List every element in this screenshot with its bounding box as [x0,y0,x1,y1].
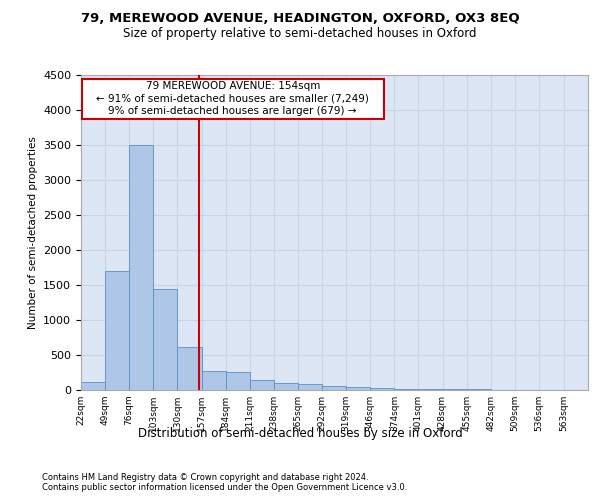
Bar [105,271,129,390]
Bar [226,372,250,390]
Bar [298,384,322,390]
Bar [346,387,370,390]
Bar [81,382,105,390]
Text: 79, MEREWOOD AVENUE, HEADINGTON, OXFORD, OX3 8EQ: 79, MEREWOOD AVENUE, HEADINGTON, OXFORD,… [80,12,520,26]
Bar [274,383,298,390]
Bar [322,386,346,390]
Text: Distribution of semi-detached houses by size in Oxford: Distribution of semi-detached houses by … [137,428,463,440]
Text: Contains HM Land Registry data © Crown copyright and database right 2024.: Contains HM Land Registry data © Crown c… [42,472,368,482]
Y-axis label: Number of semi-detached properties: Number of semi-detached properties [28,136,38,329]
Bar [250,380,274,390]
Bar [418,389,443,390]
Text: ← 91% of semi-detached houses are smaller (7,249): ← 91% of semi-detached houses are smalle… [97,94,369,104]
Text: Contains public sector information licensed under the Open Government Licence v3: Contains public sector information licen… [42,482,407,492]
Text: Size of property relative to semi-detached houses in Oxford: Size of property relative to semi-detach… [123,28,477,40]
Bar [178,346,202,390]
Bar [202,371,226,390]
Bar [154,288,178,390]
Bar [394,388,418,390]
Bar [370,388,394,390]
Text: 79 MEREWOOD AVENUE: 154sqm: 79 MEREWOOD AVENUE: 154sqm [146,81,320,91]
FancyBboxPatch shape [82,79,383,119]
Bar [129,145,154,390]
Text: 9% of semi-detached houses are larger (679) →: 9% of semi-detached houses are larger (6… [109,106,357,116]
